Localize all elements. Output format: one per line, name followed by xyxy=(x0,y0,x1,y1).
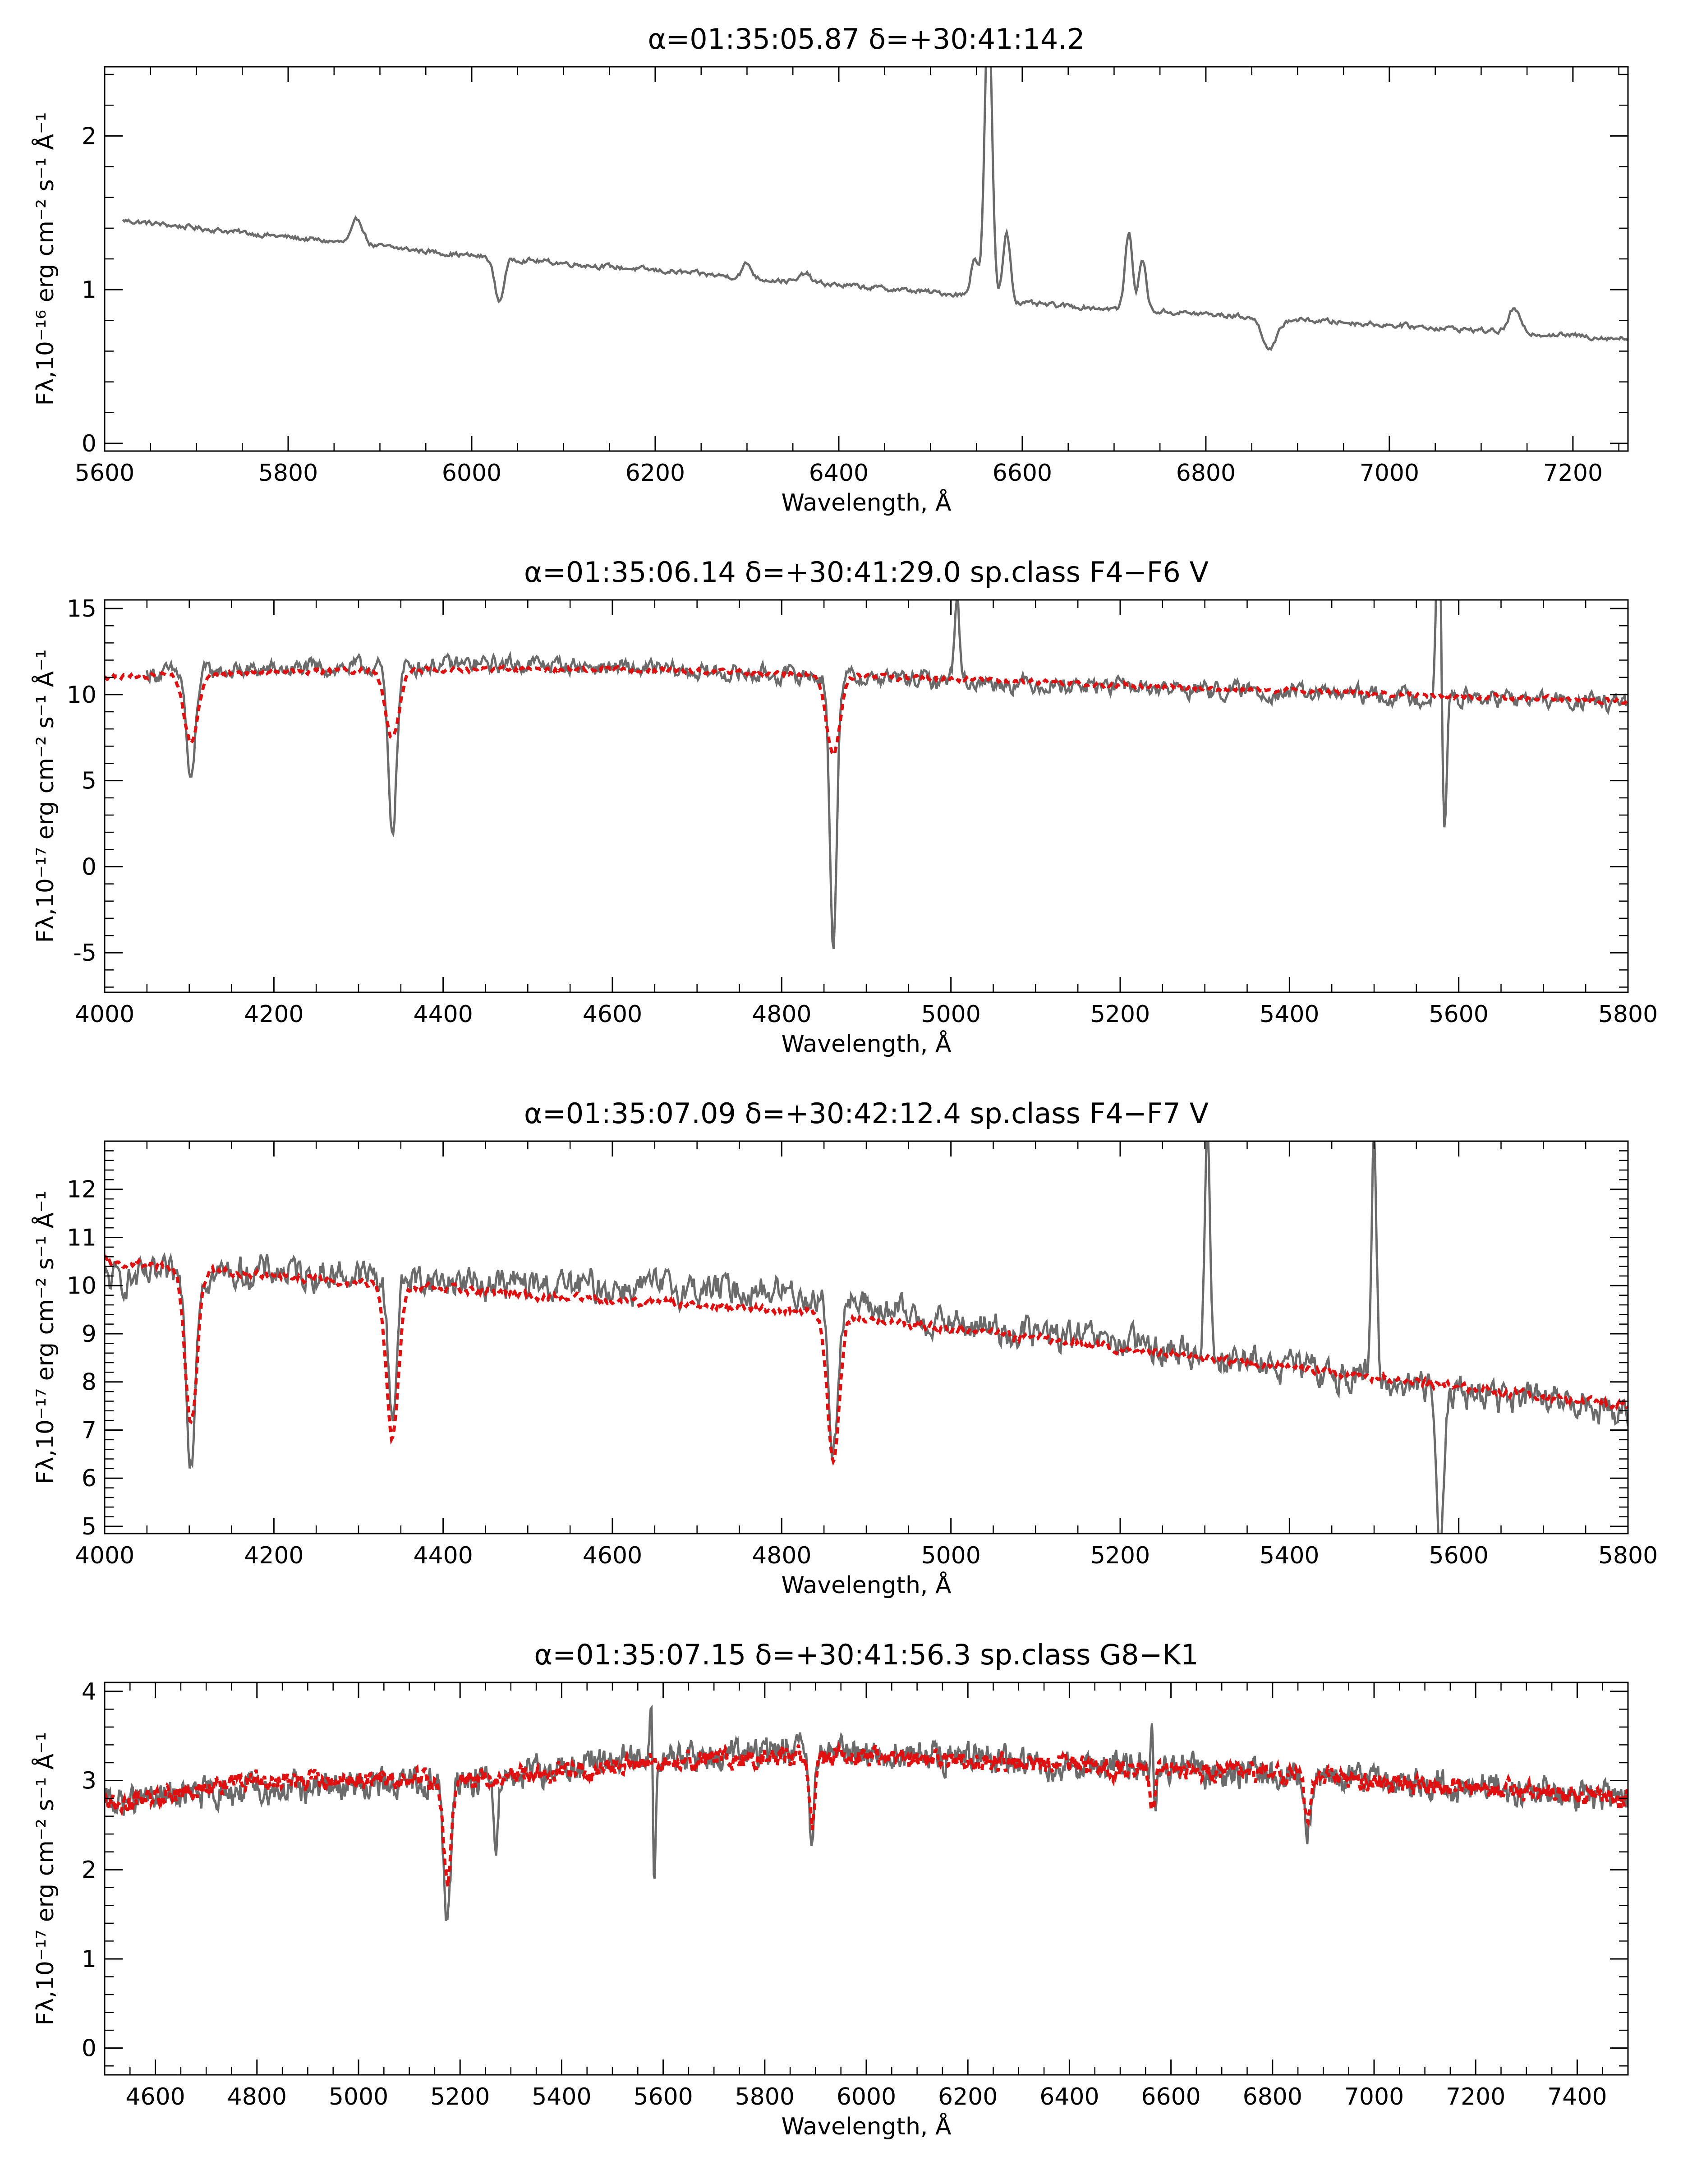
x-tick-label: 7200 xyxy=(1446,2083,1505,2110)
x-tick-label: 5200 xyxy=(1090,1001,1150,1028)
y-axis-label: Fλ,10⁻¹⁷ erg cm⁻² s⁻¹ Å⁻¹ xyxy=(31,650,59,943)
x-tick-label: 5800 xyxy=(1598,1542,1658,1569)
y-tick-label: 7 xyxy=(82,1417,97,1444)
y-tick-label: 2 xyxy=(82,1857,97,1884)
chart-panel-2: α=01:35:06.14 δ=+30:41:29.0 sp.class F4−… xyxy=(31,556,1658,1058)
series-observed xyxy=(105,1141,1628,1534)
y-tick-label: 8 xyxy=(82,1369,97,1396)
chart-panel-3: α=01:35:07.09 δ=+30:42:12.4 sp.class F4−… xyxy=(31,1097,1658,1599)
x-tick-label: 6600 xyxy=(993,460,1052,487)
x-tick-label: 6400 xyxy=(1039,2083,1099,2110)
x-tick-label: 7000 xyxy=(1344,2083,1404,2110)
chart-panel-4: α=01:35:07.15 δ=+30:41:56.3 sp.class G8−… xyxy=(31,1638,1629,2140)
y-axis-label: Fλ,10⁻¹⁶ erg cm⁻² s⁻¹ Å⁻¹ xyxy=(31,112,59,406)
x-tick-label: 5600 xyxy=(75,460,134,487)
y-tick-label: 11 xyxy=(67,1224,97,1251)
chart-panel-1: α=01:35:05.87 δ=+30:41:14.2 5600 5800 6000 6… xyxy=(31,23,1629,516)
x-tick-label: 6000 xyxy=(442,460,501,487)
y-axis-label: Fλ,10⁻¹⁷ erg cm⁻² s⁻¹ Å⁻¹ xyxy=(31,1732,59,2026)
series-observed xyxy=(146,600,1628,949)
x-tick-label: 5600 xyxy=(1429,1542,1488,1569)
x-tick-label: 4000 xyxy=(75,1001,134,1028)
y-tick-label: 3 xyxy=(82,1768,97,1795)
x-tick-label: 4800 xyxy=(227,2083,287,2110)
y-tick-label: 9 xyxy=(82,1321,97,1348)
series-observed xyxy=(122,67,1628,351)
x-tick-label: 5000 xyxy=(921,1542,980,1569)
series-template xyxy=(105,663,1628,757)
x-axis-label: Wavelength, Å xyxy=(781,488,952,516)
y-tick-label: 10 xyxy=(67,682,97,709)
series-template xyxy=(105,1741,1628,1887)
x-tick-label: 5200 xyxy=(430,2083,490,2110)
x-tick-label: 5400 xyxy=(532,2083,591,2110)
x-tick-label: 5600 xyxy=(633,2083,693,2110)
x-axis-label: Wavelength, Å xyxy=(781,1571,952,1599)
x-tick-label: 6800 xyxy=(1243,2083,1302,2110)
panel-title: α=01:35:07.15 δ=+30:41:56.3 sp.class G8−… xyxy=(534,1638,1198,1671)
y-tick-label: 2 xyxy=(82,123,97,150)
y-tick-label: 10 xyxy=(67,1272,97,1299)
x-axis-label: Wavelength, Å xyxy=(781,1030,952,1058)
x-tick-label: 5800 xyxy=(258,460,318,487)
x-tick-label: 5800 xyxy=(1598,1001,1658,1028)
x-tick-label: 4000 xyxy=(75,1542,134,1569)
x-tick-label: 6000 xyxy=(837,2083,896,2110)
panel-title: α=01:35:05.87 δ=+30:41:14.2 xyxy=(648,23,1085,55)
x-tick-label: 5000 xyxy=(921,1001,980,1028)
y-tick-label: 0 xyxy=(82,2035,97,2062)
x-tick-label: 5400 xyxy=(1260,1001,1319,1028)
x-axis-label: Wavelength, Å xyxy=(781,2112,952,2140)
y-tick-label: 5 xyxy=(82,768,97,795)
x-tick-label: 6200 xyxy=(625,460,685,487)
y-tick-label: 12 xyxy=(67,1176,97,1203)
x-tick-label: 6400 xyxy=(809,460,869,487)
x-tick-label: 7200 xyxy=(1543,460,1603,487)
y-tick-label: 0 xyxy=(82,430,97,457)
x-tick-label: 6200 xyxy=(938,2083,998,2110)
x-tick-label: 7000 xyxy=(1360,460,1419,487)
y-tick-label: 6 xyxy=(82,1465,97,1492)
y-tick-label: 1 xyxy=(82,276,97,304)
x-tick-label: 4600 xyxy=(125,2083,185,2110)
x-tick-label: 4200 xyxy=(244,1001,303,1028)
x-tick-label: 4800 xyxy=(752,1542,811,1569)
x-tick-label: 4800 xyxy=(752,1001,811,1028)
series-template xyxy=(105,1254,1628,1466)
x-tick-label: 5600 xyxy=(1429,1001,1488,1028)
x-tick-label: 5800 xyxy=(735,2083,795,2110)
x-tick-label: 5200 xyxy=(1090,1542,1150,1569)
x-tick-label: 5000 xyxy=(329,2083,388,2110)
x-tick-label: 4600 xyxy=(583,1542,642,1569)
y-tick-label: 5 xyxy=(82,1513,97,1540)
x-tick-label: 7400 xyxy=(1547,2083,1607,2110)
y-axis-label: Fλ,10⁻¹⁷ erg cm⁻² s⁻¹ Å⁻¹ xyxy=(31,1191,59,1484)
x-tick-label: 4400 xyxy=(413,1001,473,1028)
y-tick-label: 15 xyxy=(67,595,97,622)
x-tick-label: 4200 xyxy=(244,1542,303,1569)
panel-title: α=01:35:06.14 δ=+30:41:29.0 sp.class F4−… xyxy=(524,556,1209,589)
x-tick-label: 6800 xyxy=(1176,460,1236,487)
x-tick-label: 6600 xyxy=(1141,2083,1200,2110)
y-tick-label: 4 xyxy=(82,1678,97,1705)
x-tick-label: 4600 xyxy=(583,1001,642,1028)
y-tick-label: 1 xyxy=(82,1946,97,1973)
x-tick-label: 5400 xyxy=(1260,1542,1319,1569)
y-tick-label: -5 xyxy=(73,940,97,967)
x-tick-label: 4400 xyxy=(413,1542,473,1569)
panel-title: α=01:35:07.09 δ=+30:42:12.4 sp.class F4−… xyxy=(524,1097,1209,1130)
y-tick-label: 0 xyxy=(82,853,97,880)
